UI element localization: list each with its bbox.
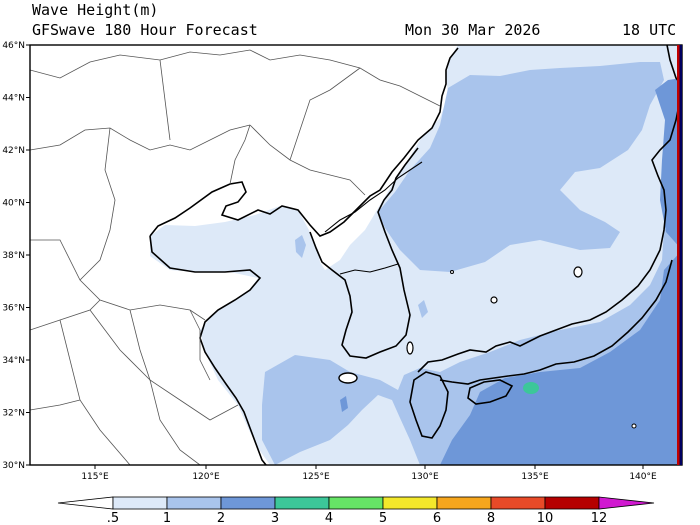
island-oki — [490, 296, 498, 304]
map-plot-area — [30, 45, 682, 465]
lon-tick-label: 135°E — [521, 472, 549, 482]
lon-tick-label: 140°E — [629, 472, 657, 482]
colorbar-segment — [382, 496, 438, 510]
island-hachijo — [631, 423, 637, 429]
colorbar-label: 1 — [163, 511, 171, 525]
colorbar-label: 4 — [325, 511, 333, 525]
lat-tick-label: 44°N — [2, 94, 25, 104]
lat-tick-label: 36°N — [2, 304, 25, 314]
edge-stripe-navy — [679, 45, 682, 465]
wave-height-colorbar: .5 1 2 3 4 5 6 8 10 12 — [57, 496, 655, 525]
lat-tick-label: 42°N — [2, 146, 25, 156]
colorbar-label: 5 — [379, 511, 387, 525]
colorbar-label: 3 — [271, 511, 279, 525]
sea-high-spot — [523, 382, 539, 394]
colorbar-segment — [436, 496, 492, 510]
lon-tick-label: 130°E — [411, 472, 439, 482]
lat-tick-label: 46°N — [2, 41, 25, 51]
coastline-shandong-bohai — [149, 235, 267, 465]
lat-tick-label: 40°N — [2, 199, 25, 209]
valid-hour: 18 UTC — [622, 21, 677, 39]
lon-tick-label: 120°E — [192, 472, 220, 482]
province-borders — [30, 49, 441, 465]
lat-tick-label: 38°N — [2, 251, 25, 261]
sea-rough-ecs-patch — [340, 396, 348, 412]
sea-moderate-yellow-patch — [295, 235, 306, 258]
lon-axis: 115°E 120°E 125°E 130°E 135°E 140°E — [81, 465, 657, 482]
colorbar-arrow-low — [57, 496, 114, 510]
colorbar-segment — [328, 496, 384, 510]
colorbar-segment — [166, 496, 222, 510]
edge-stripe-red — [677, 45, 680, 465]
colorbar-label: 12 — [591, 511, 608, 525]
sea-moderate-korea-strait-patch — [418, 300, 428, 318]
colorbar-segment — [274, 496, 330, 510]
coastline-kyushu — [409, 371, 449, 439]
colorbar-segment — [112, 496, 168, 510]
colorbar-segment — [220, 496, 276, 510]
country-borders — [324, 161, 423, 275]
coastline-honshu-south — [439, 259, 673, 385]
colorbar-arrow-high — [598, 496, 655, 510]
coastline-mainland — [149, 47, 459, 237]
island-jeju — [338, 372, 358, 384]
lon-tick-label: 115°E — [81, 472, 109, 482]
lon-tick-label: 125°E — [302, 472, 330, 482]
coastline-korea — [309, 147, 419, 359]
island-tsushima — [406, 341, 414, 355]
lat-tick-label: 32°N — [2, 409, 25, 419]
colorbar-label: 6 — [433, 511, 441, 525]
coastline-shikoku — [467, 379, 514, 405]
coastline-honshu — [417, 81, 682, 373]
colorbar-label: 8 — [487, 511, 495, 525]
sea-moderate-japan-sea — [378, 62, 664, 272]
colorbar-segment — [544, 496, 600, 510]
lat-tick-label: 30°N — [2, 461, 25, 471]
lat-axis: 46°N 44°N 42°N 40°N 38°N 36°N 34°N 32°N … — [2, 41, 30, 471]
valid-date: Mon 30 Mar 2026 — [405, 21, 541, 39]
colorbar-segment — [490, 496, 546, 510]
model-title: GFSwave 180 Hour Forecast — [32, 21, 258, 39]
colorbar-label: 10 — [537, 511, 554, 525]
island-ulleung — [450, 270, 454, 274]
sea-rough-pacific — [440, 250, 682, 465]
colorbar-label: .5 — [107, 511, 119, 525]
lat-tick-label: 34°N — [2, 356, 25, 366]
colorbar-label: 2 — [217, 511, 225, 525]
island-sado — [573, 266, 583, 278]
field-title: Wave Height(m) — [32, 1, 159, 19]
